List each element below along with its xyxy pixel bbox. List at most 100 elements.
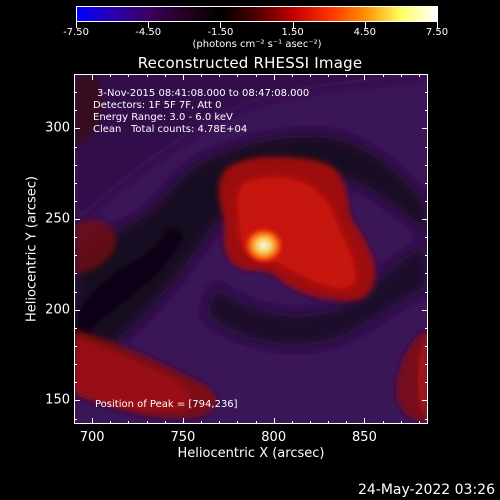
y-minor-tick xyxy=(74,346,77,348)
x-minor-tick xyxy=(237,421,239,424)
y-minor-tick xyxy=(74,255,77,257)
y-minor-tick-right xyxy=(425,74,428,75)
y-minor-tick-right xyxy=(425,273,428,275)
y-tick-mark xyxy=(74,128,80,130)
y-tick-label: 300 xyxy=(45,120,70,136)
peak-emission xyxy=(241,225,286,266)
plot-title: Reconstructed RHESSI Image xyxy=(137,54,363,72)
x-minor-tick-top xyxy=(255,74,257,77)
x-minor-tick xyxy=(346,421,348,424)
x-tick-label: 700 xyxy=(79,430,105,445)
colorbar-tick xyxy=(437,22,438,28)
x-minor-tick xyxy=(418,421,420,424)
x-minor-tick xyxy=(110,421,112,424)
x-tick-mark xyxy=(182,418,184,424)
colorbar xyxy=(76,6,438,22)
x-minor-tick-top xyxy=(346,74,348,77)
y-minor-tick xyxy=(74,291,77,293)
y-minor-tick-right xyxy=(425,382,428,384)
x-tick-label: 850 xyxy=(352,430,377,445)
y-tick-label: 250 xyxy=(45,211,70,227)
info-detectors: Detectors: 1F 5F 7F, Att 0 xyxy=(93,100,222,111)
colorbar-tick xyxy=(220,22,222,28)
y-tick-label: 200 xyxy=(45,302,70,318)
x-tick-mark-top xyxy=(92,74,94,80)
x-minor-tick-top xyxy=(128,74,130,77)
info-total-counts: Total counts: 4.78E+04 xyxy=(131,124,248,135)
x-minor-tick xyxy=(201,421,203,424)
colorbar-tick-label: -1.50 xyxy=(207,27,234,38)
y-minor-tick xyxy=(74,164,77,166)
x-minor-tick xyxy=(128,421,130,424)
colorbar-tick xyxy=(292,22,294,28)
y-minor-tick-right xyxy=(425,291,428,293)
y-minor-tick xyxy=(74,382,77,384)
y-minor-tick-right xyxy=(425,200,428,202)
x-minor-tick-top xyxy=(201,74,203,77)
x-tick-mark xyxy=(92,418,94,424)
y-minor-tick-right xyxy=(425,182,428,184)
y-minor-tick xyxy=(74,273,77,275)
x-minor-tick-top xyxy=(291,74,293,77)
x-minor-tick-top xyxy=(164,74,166,77)
y-minor-tick-right xyxy=(425,418,428,420)
y-tick-mark-right xyxy=(422,400,428,402)
x-minor-tick xyxy=(310,421,311,424)
y-minor-tick-right xyxy=(425,92,428,94)
info-peak-position: Position of Peak = [794,236] xyxy=(95,399,238,410)
x-minor-tick-top xyxy=(237,74,239,77)
x-axis-label: Heliocentric X (arcsec) xyxy=(177,446,325,461)
y-minor-tick-right xyxy=(425,255,428,257)
y-tick-mark xyxy=(74,309,80,311)
x-tick-mark xyxy=(364,418,366,424)
colorbar-tick-label: 7.50 xyxy=(425,27,449,38)
x-minor-tick xyxy=(291,421,293,424)
x-minor-tick-top xyxy=(400,74,402,77)
info-energy-range: Energy Range: 3.0 - 6.0 keV xyxy=(93,112,233,123)
x-minor-tick-top xyxy=(328,74,330,77)
y-minor-tick xyxy=(74,92,77,94)
colorbar-tick-label: 1.50 xyxy=(281,27,304,38)
x-minor-tick-top xyxy=(110,74,112,77)
y-minor-tick-right xyxy=(425,164,428,166)
image-layers xyxy=(75,75,427,423)
y-minor-tick xyxy=(74,182,77,184)
y-minor-tick xyxy=(74,418,77,420)
x-tick-label: 800 xyxy=(261,430,287,445)
y-minor-tick xyxy=(74,237,77,239)
info-method: Clean xyxy=(93,124,122,135)
x-tick-mark-top xyxy=(273,74,275,80)
y-minor-tick xyxy=(74,110,77,112)
x-tick-mark-top xyxy=(182,74,184,80)
x-tick-label: 750 xyxy=(170,430,196,445)
y-minor-tick-right xyxy=(425,346,428,348)
colorbar-units: (photons cm⁻² s⁻¹ asec⁻²) xyxy=(192,39,322,50)
y-minor-tick-right xyxy=(425,146,428,148)
x-minor-tick xyxy=(164,421,166,424)
y-minor-tick-right xyxy=(425,237,428,239)
colorbar-tick xyxy=(364,22,366,28)
x-minor-tick-top xyxy=(219,74,221,77)
y-tick-mark xyxy=(74,400,80,402)
image-plot: 3-Nov-2015 08:41:08.000 to 08:47:08.000 … xyxy=(74,74,428,424)
x-tick-mark xyxy=(273,418,275,424)
x-minor-tick-top xyxy=(418,74,420,77)
x-minor-tick-top xyxy=(382,74,384,77)
y-tick-mark-right xyxy=(422,309,428,311)
footer-date: 24-May-2022 03:26 xyxy=(357,482,495,498)
x-minor-tick xyxy=(146,421,148,424)
y-minor-tick xyxy=(74,364,77,366)
colorbar-tick-label: 4.50 xyxy=(353,27,376,38)
x-tick-mark-top xyxy=(364,74,366,80)
y-minor-tick-right xyxy=(425,327,428,329)
y-minor-tick xyxy=(74,146,77,148)
y-minor-tick-right xyxy=(425,364,428,366)
x-minor-tick xyxy=(382,421,384,424)
y-minor-tick xyxy=(74,200,77,202)
x-minor-tick xyxy=(328,421,330,424)
rhessi-image xyxy=(75,75,427,423)
y-axis-label: Heliocentric Y (arcsec) xyxy=(24,176,40,322)
x-minor-tick xyxy=(255,421,257,424)
y-minor-tick xyxy=(74,74,77,75)
x-minor-tick xyxy=(400,421,402,424)
